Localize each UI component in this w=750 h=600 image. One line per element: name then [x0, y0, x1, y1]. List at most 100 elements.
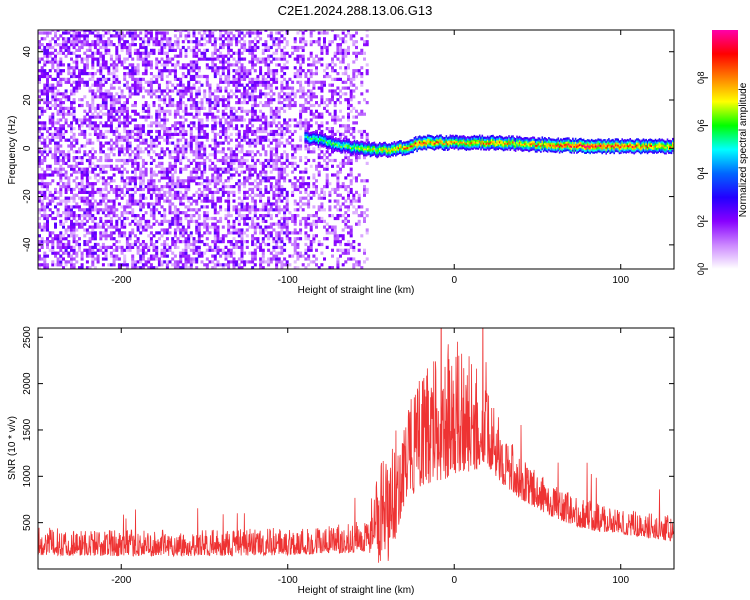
spectrogram-cell — [235, 208, 239, 212]
spectrogram-cell — [173, 193, 177, 197]
spectrogram-cell — [46, 228, 49, 232]
spectrogram-cell — [78, 34, 81, 38]
spectrogram-cell — [272, 57, 276, 61]
spectrogram-cell — [96, 48, 100, 52]
spectrogram-cell — [277, 173, 281, 177]
spectrogram-cell — [197, 57, 201, 61]
spectrogram-cell — [123, 103, 127, 108]
spectrogram-cell — [243, 95, 247, 99]
spectrogram-cell — [269, 156, 273, 160]
spectrogram-cell — [168, 185, 172, 189]
spectrogram-cell — [245, 196, 249, 200]
spectrogram-cell — [336, 234, 340, 238]
spectrogram-cell — [91, 260, 95, 264]
spectrogram-cell — [173, 127, 177, 131]
spectrogram-cell — [341, 219, 345, 223]
spectrogram-cell — [251, 219, 255, 223]
spectrogram-cell — [211, 205, 215, 209]
spectrogram-cell — [85, 60, 89, 64]
spectrogram-cell — [320, 63, 324, 67]
spectrogram-cell — [64, 196, 68, 200]
spectrogram-cell — [107, 205, 111, 209]
spectrogram-cell — [285, 222, 289, 226]
spectrogram-cell — [179, 179, 183, 183]
spectrogram-cell — [237, 30, 241, 32]
spectrogram-cell — [85, 30, 89, 32]
spectrogram-cell — [312, 254, 316, 258]
spectrogram-cell — [120, 34, 124, 38]
spectrogram-cell — [280, 190, 284, 194]
spectrogram-cell — [240, 158, 244, 163]
spectrogram-cell — [325, 45, 329, 50]
spectrogram-cell — [251, 45, 255, 50]
spectrogram-cell — [155, 89, 159, 93]
spectrogram-cell — [256, 225, 260, 229]
spectrogram-cell — [267, 164, 271, 168]
spectrogram-cell — [43, 69, 47, 73]
spectrogram-cell — [333, 69, 337, 73]
spectrogram-cell — [277, 170, 281, 174]
spectrogram-cell — [125, 135, 129, 139]
spectrogram-cell — [261, 115, 265, 119]
spectrogram-cell — [277, 40, 281, 44]
spectrogram-cell — [91, 112, 95, 116]
spectrogram-cell — [269, 132, 273, 136]
spectrogram-cell — [267, 121, 271, 125]
spectrogram-cell — [120, 89, 124, 93]
spectrogram-cell — [277, 225, 281, 229]
spectrogram-cell — [219, 216, 223, 221]
spectrogram-cell — [315, 179, 318, 183]
spectrogram-cell — [152, 51, 156, 55]
spectrogram-cell — [78, 156, 81, 160]
spectrogram-cell — [269, 121, 273, 125]
spectrogram-cell — [195, 228, 199, 232]
spectrogram-cell — [304, 80, 308, 84]
spectrogram-cell — [160, 72, 164, 76]
spectrogram-cell — [144, 222, 148, 226]
spectrogram-cell — [168, 205, 172, 209]
spectrogram-cell — [344, 127, 348, 131]
spectrogram-cell — [144, 51, 148, 55]
spectrogram-cell — [56, 112, 60, 116]
spectrogram-cell — [269, 153, 273, 157]
spectrogram-cell — [253, 222, 257, 226]
spectrogram-cell — [101, 211, 105, 215]
spectrogram-cell — [229, 242, 233, 247]
spectrogram-cell — [269, 129, 273, 134]
spectrogram-cell — [264, 225, 268, 229]
spectrogram-cell — [56, 60, 60, 64]
spectrogram-cell — [149, 266, 153, 269]
spectrogram-cell — [248, 48, 252, 52]
spectrogram-cell — [221, 124, 225, 128]
spectrogram-cell — [205, 222, 209, 226]
spectrogram-cell — [56, 89, 60, 93]
spectrogram-cell — [72, 164, 76, 168]
spectrogram-cell — [136, 132, 140, 136]
spectrogram-cell — [200, 124, 204, 128]
spectrogram-cell — [46, 240, 49, 244]
spectrogram-cell — [171, 176, 175, 180]
spectrogram-cell — [133, 127, 137, 131]
spectrogram-cell — [64, 106, 68, 110]
spectrogram-cell — [67, 240, 71, 244]
spectrogram-cell — [72, 263, 76, 267]
spectrogram-cell — [235, 77, 239, 81]
spectrogram-cell — [133, 124, 137, 128]
spectrogram-cell — [253, 214, 257, 218]
spectrogram-cell — [152, 211, 156, 215]
spectrogram-cell — [64, 98, 68, 102]
spectrogram-cell — [80, 129, 84, 134]
spectrogram-cell — [197, 69, 201, 73]
spectrogram-cell — [179, 83, 183, 87]
spectrogram-cell — [93, 80, 97, 84]
spectrogram-cell — [48, 40, 52, 44]
spectrogram-cell — [197, 214, 201, 218]
spectrogram-cell — [192, 30, 196, 32]
spectrogram-cell — [70, 51, 73, 55]
spectrogram-cell — [192, 45, 196, 50]
spectrogram-cell — [248, 205, 252, 209]
spectrogram-cell — [149, 193, 153, 197]
spectrogram-cell — [91, 167, 95, 171]
spectrogram-cell — [227, 95, 231, 99]
spectrogram-cell — [325, 74, 329, 79]
